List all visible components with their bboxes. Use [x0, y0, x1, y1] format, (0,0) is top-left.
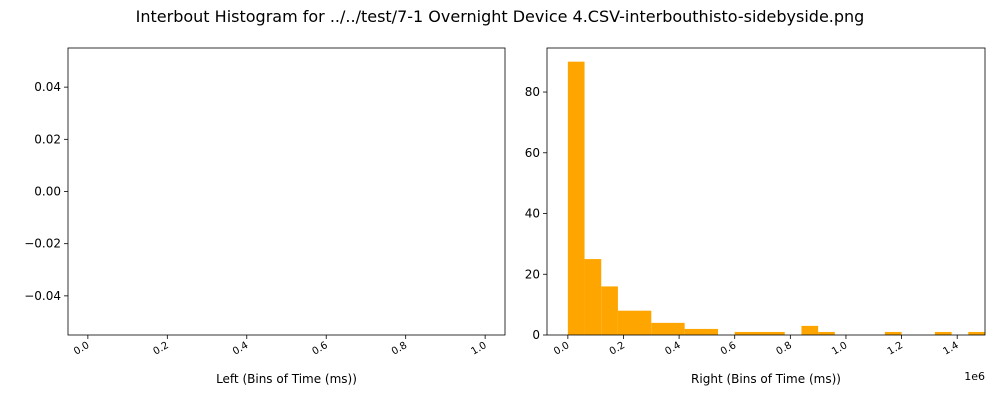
left-y-tick-label: −0.02 — [24, 237, 61, 251]
right-x-tick-label: 1.0 — [830, 340, 849, 357]
right-histogram-bar — [934, 331, 952, 335]
right-axes-frame — [546, 47, 986, 336]
left-x-axis-label: Left (Bins of Time (ms)) — [216, 372, 357, 386]
right-histogram-bar — [651, 322, 685, 335]
left-y-tick-label: −0.04 — [24, 289, 61, 303]
left-x-tick-label: 0.8 — [390, 340, 409, 357]
right-x-tick-label: 1.4 — [941, 340, 960, 357]
right-histogram-bar — [734, 331, 785, 335]
right-histogram-bar — [684, 328, 719, 335]
left-y-tick-label: 0.00 — [34, 185, 61, 199]
right-x-tick-label: 0.4 — [663, 340, 682, 357]
right-histogram-bar — [617, 310, 652, 335]
right-x-tick-label: 1.2 — [886, 340, 905, 357]
right-x-tick-label: 0.6 — [719, 340, 738, 357]
right-y-tick-label: 60 — [525, 146, 540, 160]
left-y-tick-label: 0.04 — [34, 80, 61, 94]
right-y-tick-label: 80 — [525, 85, 540, 99]
right-x-offset-label: 1e6 — [964, 370, 985, 383]
right-histogram-bar — [584, 259, 602, 335]
figure-title: Interbout Histogram for ../../test/7-1 O… — [136, 7, 865, 26]
right-x-axis-label: Right (Bins of Time (ms)) — [691, 372, 841, 386]
left-axes-frame — [67, 47, 506, 336]
right-histogram-bar — [601, 286, 618, 335]
left-histogram-panel: 0.0 0.2 0.4 0.6 0.8 1.0 0.04 0.02 0.00 −0.02 −0.04… — [24, 47, 506, 386]
right-x-tick-label: 0.0 — [552, 340, 571, 357]
right-histogram-bar — [801, 325, 819, 335]
left-x-tick-label: 1.0 — [469, 340, 488, 357]
right-histogram-bar — [818, 331, 835, 335]
right-x-tick-label: 0.8 — [775, 340, 794, 357]
left-y-tick-label: 0.02 — [34, 132, 61, 146]
left-x-tick-label: 0.0 — [72, 340, 91, 357]
right-histogram-bar — [968, 331, 985, 335]
right-histogram-panel: 0.0 0.2 0.4 0.6 0.8 1.0 1.2 1.4 0 20 40 60 80 Right (… — [525, 47, 986, 386]
right-y-tick-label: 40 — [525, 207, 540, 221]
right-y-tick-label: 0 — [532, 328, 540, 342]
left-x-tick-label: 0.2 — [152, 340, 171, 357]
right-x-tick-label: 0.2 — [608, 340, 627, 357]
right-histogram-bar — [884, 331, 902, 335]
right-y-tick-label: 20 — [525, 267, 540, 281]
right-histogram-bar — [567, 61, 585, 336]
left-x-tick-label: 0.4 — [231, 340, 250, 357]
left-x-tick-label: 0.6 — [310, 340, 329, 357]
